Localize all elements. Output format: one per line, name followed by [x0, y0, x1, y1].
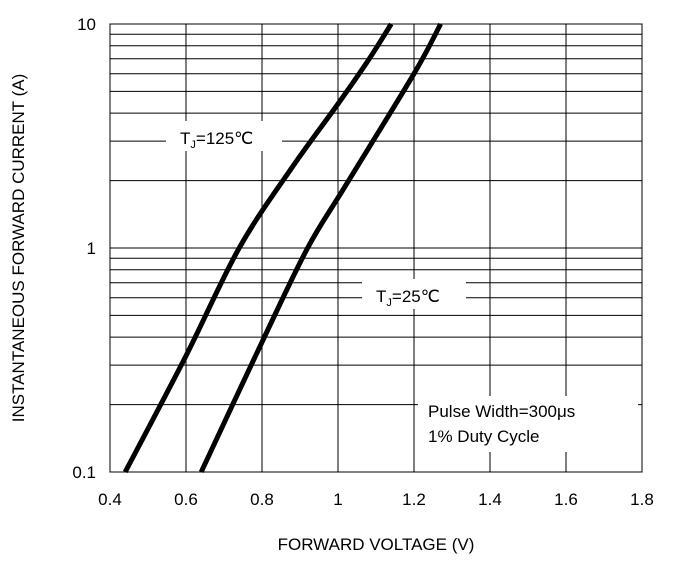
y-tick-label: 0.1: [72, 463, 96, 482]
annotation-bg: [418, 396, 638, 452]
x-tick-label: 0.6: [174, 490, 198, 509]
x-axis-title: FORWARD VOLTAGE (V): [278, 535, 475, 554]
grid: [110, 24, 642, 472]
y-axis-title: INSTANTANEOUS FORWARD CURRENT (A): [9, 74, 28, 423]
x-tick-label: 1.4: [478, 490, 502, 509]
annotation-line-1: Pulse Width=300μs: [428, 402, 575, 421]
series-line: [198, 22, 443, 474]
series-label-25: TJ=25℃: [376, 287, 440, 309]
label-bg-25: [362, 279, 466, 309]
x-tick-label: 0.4: [98, 490, 122, 509]
subscript-j: J: [190, 139, 196, 151]
series-label-125: TJ=125℃: [180, 129, 253, 151]
x-tick-label: 0.8: [250, 490, 274, 509]
x-tick-labels: 0.4 0.6 0.8 1 1.2 1.4 1.6 1.8: [98, 490, 654, 509]
x-tick-label: 1.8: [630, 490, 654, 509]
series-line: [122, 22, 394, 474]
series-lines: [122, 22, 443, 474]
label-bg-125: [166, 121, 282, 151]
x-tick-label: 1: [333, 490, 342, 509]
y-tick-labels: 0.1 1 10: [72, 15, 96, 482]
y-tick-label: 10: [77, 15, 96, 34]
plot-frame: [109, 23, 643, 473]
annotation-line-2: 1% Duty Cycle: [428, 427, 539, 446]
x-tick-label: 1.6: [554, 490, 578, 509]
y-tick-label: 1: [87, 239, 96, 258]
subscript-j: J: [386, 297, 392, 309]
x-tick-label: 1.2: [402, 490, 426, 509]
